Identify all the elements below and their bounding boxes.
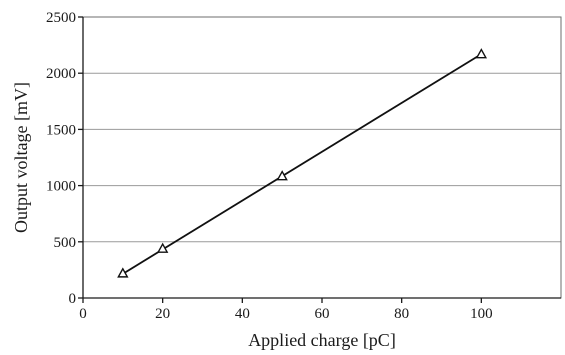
y-tick-label: 1000 <box>46 179 76 195</box>
y-tick-labels: 0 500 1000 1500 2000 2500 <box>46 10 83 307</box>
x-tick-label: 60 <box>315 306 330 322</box>
y-tick-label: 500 <box>54 235 77 251</box>
data-series <box>117 48 488 278</box>
grid-lines <box>83 16 561 243</box>
data-point <box>156 242 169 253</box>
x-tick-label: 20 <box>155 306 170 322</box>
y-axis-label: Output voltage [mV] <box>11 82 31 233</box>
data-point <box>475 48 488 59</box>
plot-frame <box>82 16 562 299</box>
y-tick-label: 0 <box>69 291 77 307</box>
y-tick-label: 2500 <box>46 10 76 26</box>
x-tick-labels: 0 20 40 60 80 100 <box>79 298 493 322</box>
y-tick-label: 2000 <box>46 66 76 82</box>
x-tick-label: 100 <box>470 306 493 322</box>
x-tick-label: 80 <box>394 306 409 322</box>
y-tick-label: 1500 <box>46 122 76 138</box>
x-axis-label: Applied charge [pC] <box>248 330 396 350</box>
data-point <box>117 267 129 278</box>
axes <box>82 17 561 299</box>
x-tick-label: 40 <box>235 306 250 322</box>
data-point <box>276 170 288 181</box>
x-tick-label: 0 <box>79 306 87 322</box>
fit-line <box>122 53 482 275</box>
